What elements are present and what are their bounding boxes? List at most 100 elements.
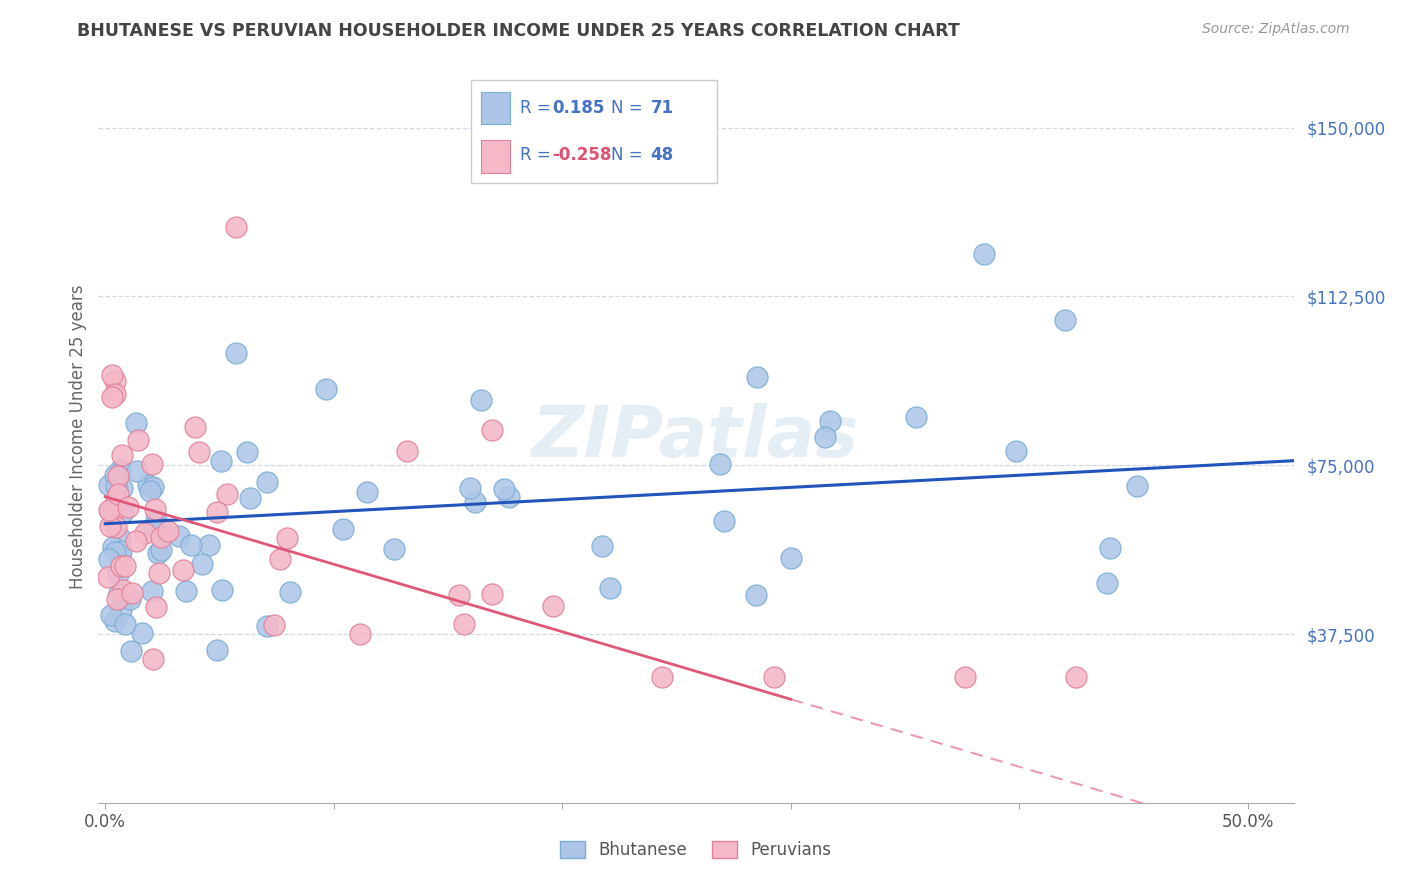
Point [188, 445, 211, 459]
Point [141, 583, 163, 598]
Text: ZIPatlas: ZIPatlas [533, 402, 859, 472]
Point [453, 616, 475, 631]
Point [973, 247, 995, 261]
Point [121, 585, 143, 599]
Point [127, 434, 149, 448]
Point [813, 430, 835, 444]
Point [117, 500, 139, 514]
Point [101, 505, 124, 519]
Point [278, 585, 301, 599]
Point [101, 368, 124, 382]
Point [110, 543, 132, 558]
Text: 71: 71 [651, 99, 673, 117]
Point [150, 521, 173, 535]
Point [167, 528, 190, 542]
Text: BHUTANESE VS PERUVIAN HOUSEHOLDER INCOME UNDER 25 YEARS CORRELATION CHART: BHUTANESE VS PERUVIAN HOUSEHOLDER INCOME… [77, 22, 960, 40]
Text: -0.258: -0.258 [553, 146, 612, 164]
Point [112, 505, 135, 519]
Point [98, 478, 121, 492]
Point [107, 469, 129, 483]
Point [97, 570, 120, 584]
Point [108, 463, 131, 477]
Point [225, 345, 247, 359]
Text: 0.185: 0.185 [553, 99, 605, 117]
Text: R =: R = [520, 146, 557, 164]
Point [139, 483, 162, 498]
Point [105, 591, 128, 606]
Point [905, 409, 928, 424]
Point [498, 490, 520, 504]
Point [1097, 576, 1119, 591]
Point [107, 566, 129, 581]
Point [134, 525, 156, 540]
Point [107, 487, 129, 501]
Point [142, 520, 165, 534]
Point [149, 530, 172, 544]
Text: 48: 48 [651, 146, 673, 164]
Point [104, 545, 127, 559]
Point [470, 392, 492, 407]
Point [103, 614, 125, 628]
Point [263, 617, 285, 632]
Point [110, 558, 132, 573]
Point [145, 513, 167, 527]
Point [125, 416, 148, 430]
Point [98, 504, 121, 518]
Point [104, 374, 127, 388]
Point [1005, 444, 1028, 458]
Point [332, 523, 354, 537]
Point [953, 670, 976, 684]
Point [143, 502, 166, 516]
Point [349, 626, 371, 640]
Point [211, 583, 233, 598]
Point [107, 586, 129, 600]
Point [108, 531, 131, 545]
Point [150, 542, 173, 557]
Point [190, 557, 212, 571]
Point [205, 505, 228, 519]
Point [120, 644, 142, 658]
Point [481, 423, 503, 437]
Point [180, 538, 202, 552]
Point [174, 583, 197, 598]
Point [157, 524, 180, 539]
Point [217, 487, 239, 501]
Point [103, 387, 125, 401]
Point [713, 514, 735, 528]
Point [131, 625, 153, 640]
Text: R =: R = [520, 99, 557, 117]
Point [142, 480, 165, 494]
Point [709, 457, 731, 471]
Point [141, 457, 163, 471]
Point [1053, 313, 1076, 327]
Point [148, 566, 170, 581]
Point [104, 520, 127, 534]
FancyBboxPatch shape [481, 92, 510, 124]
Point [1098, 541, 1121, 556]
Point [256, 475, 278, 489]
Point [98, 502, 121, 516]
Point [111, 481, 134, 495]
Point [780, 551, 803, 566]
Point [543, 599, 565, 614]
Point [207, 643, 229, 657]
Point [105, 479, 128, 493]
Y-axis label: Householder Income Under 25 years: Householder Income Under 25 years [69, 285, 87, 590]
Point [256, 619, 278, 633]
Point [145, 600, 167, 615]
Point [818, 414, 841, 428]
Point [105, 493, 128, 508]
Text: N =: N = [612, 146, 648, 164]
Point [98, 519, 121, 533]
Point [276, 531, 298, 545]
Text: N =: N = [612, 99, 648, 117]
FancyBboxPatch shape [471, 80, 717, 183]
Point [591, 540, 613, 554]
Text: Source: ZipAtlas.com: Source: ZipAtlas.com [1202, 22, 1350, 37]
Point [481, 587, 503, 601]
Point [118, 591, 141, 606]
Point [315, 383, 337, 397]
Point [239, 491, 262, 505]
Point [651, 670, 673, 684]
Point [395, 443, 418, 458]
